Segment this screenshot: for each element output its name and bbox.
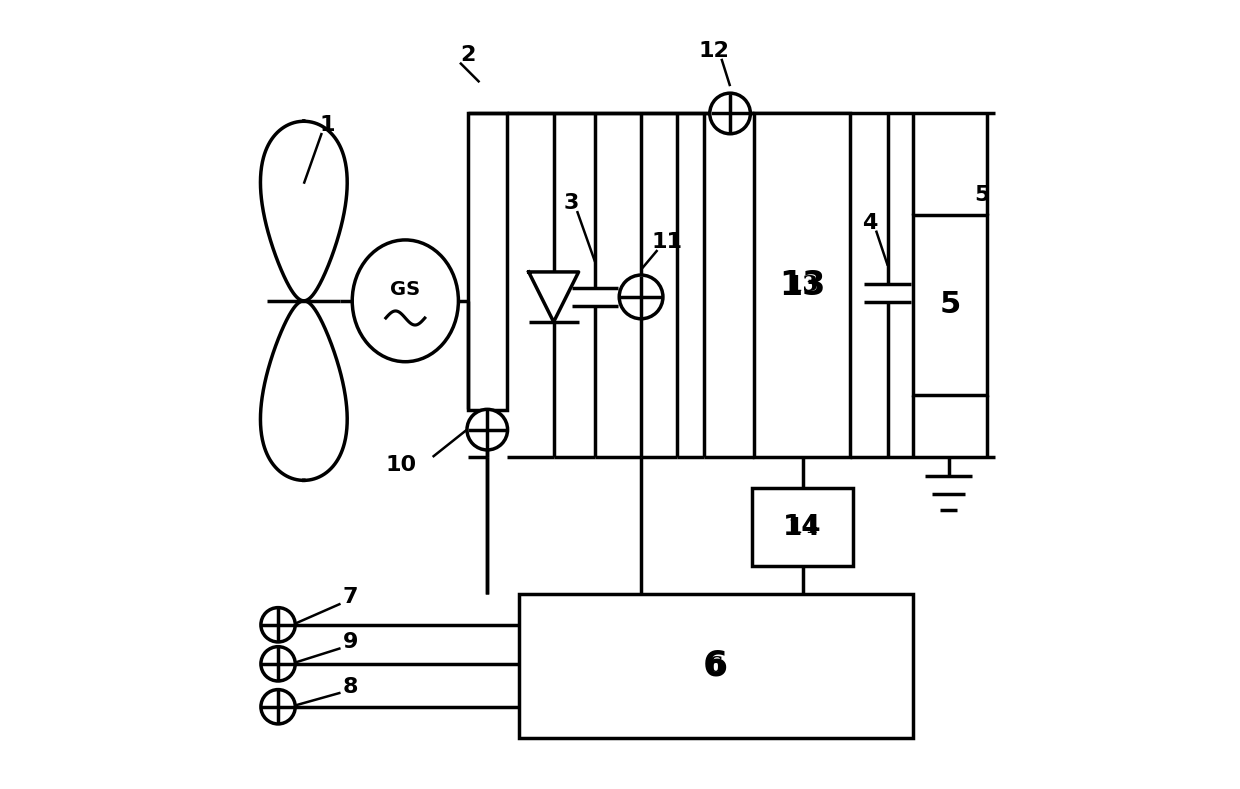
Text: 11: 11 — [651, 232, 682, 252]
Bar — [913, 215, 987, 394]
Text: 8: 8 — [343, 677, 358, 697]
Circle shape — [709, 93, 750, 134]
Circle shape — [260, 608, 295, 642]
Text: 7: 7 — [343, 588, 358, 608]
Bar — [518, 593, 913, 738]
Text: GS: GS — [391, 279, 420, 298]
Circle shape — [467, 409, 507, 450]
Text: 13: 13 — [779, 269, 826, 301]
Text: 6: 6 — [703, 649, 728, 682]
Circle shape — [260, 647, 295, 681]
Text: 12: 12 — [698, 41, 729, 61]
Text: 1: 1 — [320, 115, 335, 135]
Text: 4: 4 — [862, 213, 878, 233]
Bar — [467, 114, 507, 410]
Text: 14: 14 — [787, 516, 818, 538]
Text: 5: 5 — [973, 185, 990, 205]
Text: 5: 5 — [939, 290, 961, 320]
Text: 10: 10 — [386, 454, 417, 475]
Text: 3: 3 — [564, 193, 579, 213]
Text: 6: 6 — [708, 655, 723, 677]
Circle shape — [619, 275, 663, 319]
Bar — [754, 114, 851, 457]
Ellipse shape — [352, 240, 459, 361]
Text: 2: 2 — [460, 45, 475, 65]
Bar — [751, 488, 853, 567]
Text: 9: 9 — [343, 632, 358, 652]
Text: 13: 13 — [787, 275, 817, 296]
Text: 14: 14 — [784, 513, 822, 541]
Circle shape — [260, 690, 295, 724]
